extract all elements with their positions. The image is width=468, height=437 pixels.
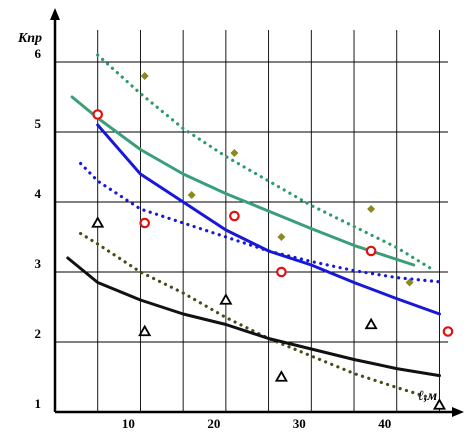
diamond-marker xyxy=(187,191,196,199)
x-tick-label: 40 xyxy=(378,416,391,431)
diamond-marker xyxy=(230,149,239,157)
series-line-2 xyxy=(70,95,416,267)
x-tick-label: 30 xyxy=(293,416,306,431)
y-tick-label: 6 xyxy=(35,46,42,61)
circle-marker xyxy=(365,245,377,257)
triangle-marker xyxy=(219,293,233,305)
triangle-marker xyxy=(274,370,288,382)
diamond-marker xyxy=(405,278,414,287)
circle-marker xyxy=(276,266,287,278)
x-axis-label: ℓ,м xyxy=(418,389,437,404)
x-tick-label: 10 xyxy=(122,416,135,431)
y-tick-label: 1 xyxy=(35,396,42,411)
grid xyxy=(55,30,448,412)
triangle-marker xyxy=(432,398,447,410)
triangle-marker xyxy=(91,216,105,228)
circle-marker xyxy=(92,109,104,120)
y-axis-arrow-icon xyxy=(50,8,60,20)
triangle-marker xyxy=(138,324,152,337)
y-tick-label: 3 xyxy=(35,256,42,271)
diamond-marker xyxy=(140,72,149,80)
triangle-marker xyxy=(364,317,378,330)
diamond-marker xyxy=(277,233,286,241)
y-tick-label: 4 xyxy=(35,186,42,201)
circle-marker xyxy=(442,326,454,337)
x-axis-arrow-icon xyxy=(452,407,464,417)
series-group xyxy=(66,53,442,400)
y-axis-label: Kпр xyxy=(17,31,42,46)
diamond-marker xyxy=(367,205,376,213)
x-tick-label: 20 xyxy=(207,416,220,431)
circle-marker xyxy=(229,210,240,222)
y-tick-label: 2 xyxy=(35,326,42,341)
circle-marker xyxy=(139,217,151,229)
series-line-6 xyxy=(66,256,441,378)
series-line-5 xyxy=(79,231,433,400)
series-line-1 xyxy=(96,53,433,271)
series-line-4 xyxy=(79,161,442,284)
y-tick-label: 5 xyxy=(35,116,42,131)
markers-group xyxy=(91,72,454,410)
tick-labels: 1 2 3 4 5 6 10 20 30 40 Kпр ℓ,м xyxy=(17,31,438,431)
axes xyxy=(50,8,464,417)
